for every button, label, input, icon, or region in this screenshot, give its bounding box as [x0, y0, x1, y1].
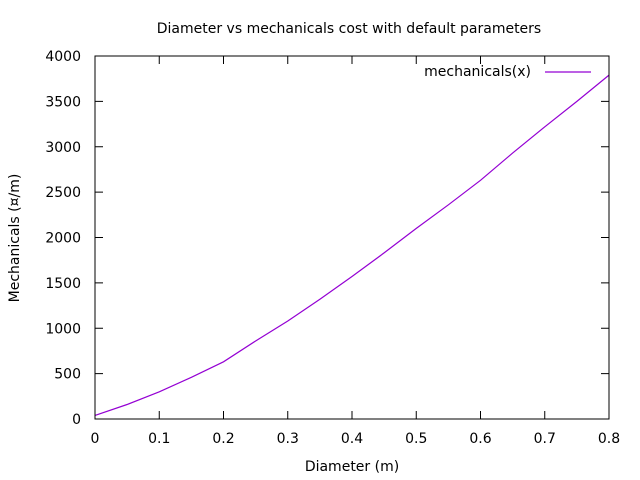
x-tick-label: 0.2 [212, 431, 234, 447]
y-tick-label: 3500 [45, 94, 81, 110]
y-axis-label: Mechanicals (¤/m) [7, 174, 23, 303]
series-line [94, 74, 610, 416]
y-tick-label: 2500 [45, 185, 81, 201]
legend-label: mechanicals(x) [424, 64, 531, 80]
chart-title: Diameter vs mechanicals cost with defaul… [157, 21, 541, 37]
x-tick-label: 0.1 [148, 431, 170, 447]
x-tick-label: 0 [91, 431, 100, 447]
series-layer [94, 74, 610, 416]
y-tick-label: 500 [54, 367, 81, 383]
y-tick-label: 2000 [45, 231, 81, 247]
y-tick-label: 1000 [45, 321, 81, 337]
x-tick-label: 0.7 [534, 431, 556, 447]
x-tick-label: 0.6 [469, 431, 491, 447]
legend: mechanicals(x) [424, 64, 591, 80]
y-axis-ticks: 0 500 1000 1500 2000 2500 3000 3500 4000 [45, 49, 609, 428]
y-tick-label: 0 [72, 412, 81, 428]
x-axis-ticks: 0 0.1 0.2 0.3 0.4 0.5 0.6 0.7 0.8 [91, 56, 620, 447]
y-tick-label: 4000 [45, 49, 81, 65]
x-tick-label: 0.5 [405, 431, 427, 447]
x-tick-label: 0.4 [341, 431, 363, 447]
plot-frame [94, 55, 610, 420]
x-axis-label: Diameter (m) [305, 459, 399, 475]
x-tick-label: 0.3 [277, 431, 299, 447]
y-tick-label: 1500 [45, 276, 81, 292]
y-tick-label: 3000 [45, 140, 81, 156]
x-tick-label: 0.8 [598, 431, 620, 447]
